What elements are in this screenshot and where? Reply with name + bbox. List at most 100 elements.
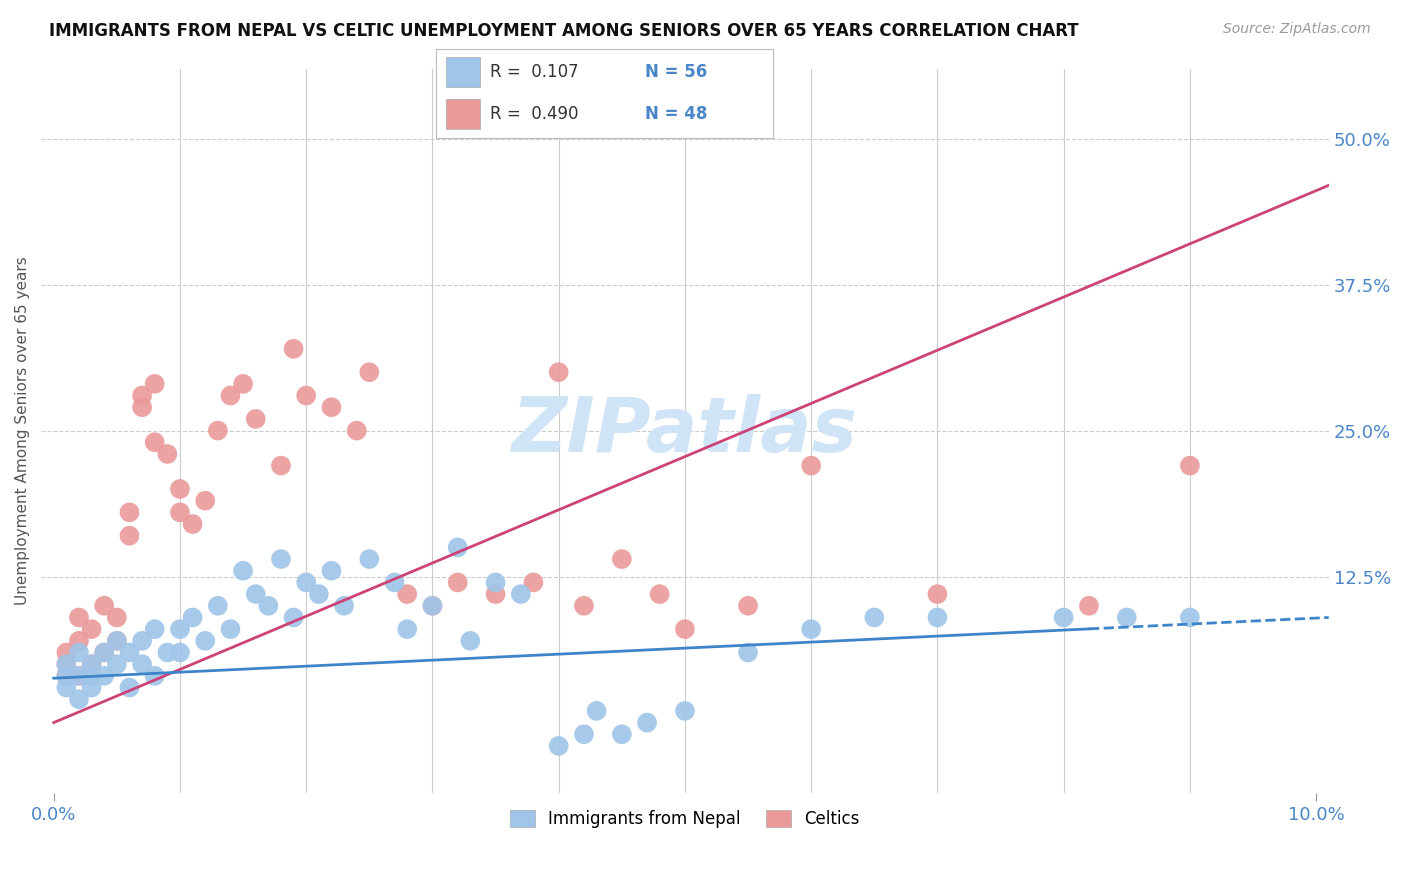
Point	[67, 669, 90, 683]
Point	[194, 633, 217, 648]
Point	[80, 669, 103, 683]
Point	[572, 727, 595, 741]
Point	[447, 575, 470, 590]
Point	[270, 552, 292, 566]
Point	[105, 610, 128, 624]
Point	[207, 424, 229, 438]
Point	[737, 646, 759, 660]
Point	[346, 424, 368, 438]
Point	[169, 622, 191, 636]
Point	[93, 646, 115, 660]
Point	[181, 516, 204, 531]
Point	[67, 610, 90, 624]
Point	[610, 727, 633, 741]
Point	[55, 657, 77, 672]
Point	[67, 646, 90, 660]
Point	[143, 622, 166, 636]
Point	[460, 633, 482, 648]
Point	[118, 681, 141, 695]
Point	[422, 599, 444, 613]
Point	[396, 622, 419, 636]
Point	[131, 401, 153, 415]
FancyBboxPatch shape	[446, 99, 479, 129]
Point	[484, 587, 506, 601]
Point	[295, 575, 318, 590]
Point	[67, 633, 90, 648]
Point	[118, 505, 141, 519]
Point	[143, 376, 166, 391]
Point	[80, 622, 103, 636]
Point	[283, 610, 305, 624]
Point	[219, 622, 242, 636]
Point	[55, 646, 77, 660]
Point	[1053, 610, 1076, 624]
Point	[118, 646, 141, 660]
Point	[245, 412, 267, 426]
Y-axis label: Unemployment Among Seniors over 65 years: Unemployment Among Seniors over 65 years	[15, 256, 30, 605]
Point	[245, 587, 267, 601]
Text: R =  0.107: R = 0.107	[489, 63, 578, 81]
Point	[1178, 610, 1201, 624]
Point	[169, 646, 191, 660]
Point	[219, 388, 242, 402]
Point	[1178, 458, 1201, 473]
Point	[194, 493, 217, 508]
Point	[295, 388, 318, 402]
Point	[80, 681, 103, 695]
Text: N = 48: N = 48	[645, 105, 707, 123]
Point	[67, 692, 90, 706]
Point	[800, 458, 823, 473]
Point	[927, 610, 949, 624]
Legend: Immigrants from Nepal, Celtics: Immigrants from Nepal, Celtics	[503, 804, 866, 835]
Point	[131, 633, 153, 648]
Point	[93, 599, 115, 613]
Point	[232, 564, 254, 578]
Point	[156, 447, 179, 461]
Point	[673, 704, 696, 718]
Point	[359, 552, 381, 566]
Point	[509, 587, 531, 601]
Point	[572, 599, 595, 613]
Text: N = 56: N = 56	[645, 63, 707, 81]
Point	[1115, 610, 1137, 624]
Point	[169, 482, 191, 496]
Point	[737, 599, 759, 613]
Point	[800, 622, 823, 636]
Point	[232, 376, 254, 391]
Point	[673, 622, 696, 636]
Point	[648, 587, 671, 601]
Point	[863, 610, 886, 624]
Point	[321, 401, 343, 415]
Point	[131, 657, 153, 672]
Point	[55, 657, 77, 672]
Point	[636, 715, 658, 730]
Point	[169, 505, 191, 519]
Point	[321, 564, 343, 578]
Point	[547, 739, 569, 753]
Text: ZIPatlas: ZIPatlas	[512, 393, 858, 467]
Point	[522, 575, 544, 590]
Point	[484, 575, 506, 590]
Point	[207, 599, 229, 613]
Point	[105, 657, 128, 672]
Point	[1077, 599, 1099, 613]
Point	[105, 633, 128, 648]
Point	[118, 529, 141, 543]
Point	[422, 599, 444, 613]
Point	[55, 681, 77, 695]
Point	[283, 342, 305, 356]
Point	[384, 575, 406, 590]
Point	[131, 388, 153, 402]
Point	[610, 552, 633, 566]
Point	[181, 610, 204, 624]
Point	[359, 365, 381, 379]
Point	[270, 458, 292, 473]
Point	[308, 587, 330, 601]
Point	[80, 657, 103, 672]
FancyBboxPatch shape	[446, 57, 479, 87]
Point	[257, 599, 280, 613]
Point	[105, 633, 128, 648]
Point	[93, 646, 115, 660]
Point	[447, 541, 470, 555]
Text: Source: ZipAtlas.com: Source: ZipAtlas.com	[1223, 22, 1371, 37]
